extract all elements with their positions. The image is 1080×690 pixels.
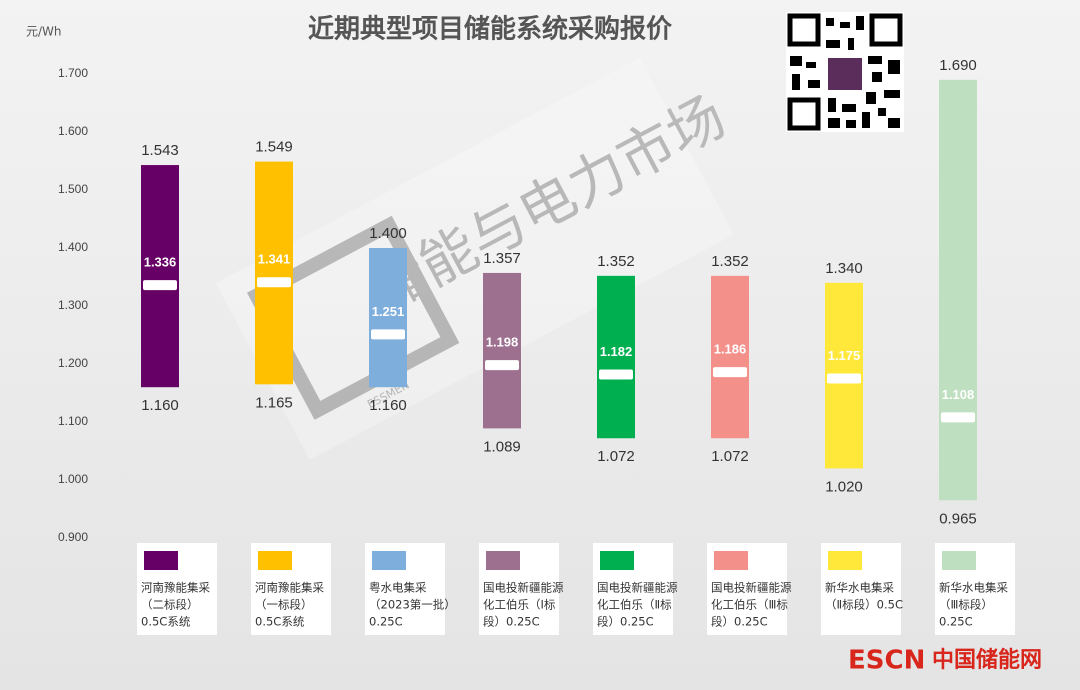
legend-swatch (372, 551, 406, 570)
mean-label: 1.251 (372, 304, 405, 319)
mean-marker (371, 329, 405, 340)
range-bar (483, 272, 521, 429)
range-bar (597, 275, 635, 439)
y-tick-label: 1.300 (58, 298, 88, 312)
category-label: 段）0.25C (597, 615, 654, 629)
range-bar (939, 79, 977, 501)
category-label: （Ⅱ标段）0.5C (825, 598, 903, 612)
qr-code (786, 12, 904, 132)
y-tick-label: 1.500 (58, 182, 88, 196)
high-label: 1.352 (597, 253, 635, 270)
category-label: （Ⅲ标段） (939, 598, 993, 612)
mean-marker (599, 369, 633, 380)
category-label: 段）0.25C (483, 615, 540, 629)
mean-marker (713, 367, 747, 378)
low-label: 1.160 (141, 397, 179, 414)
footer-logo: ESCN 中国储能网 (848, 646, 1042, 676)
low-label: 1.072 (711, 448, 749, 465)
high-label: 1.690 (939, 57, 977, 74)
y-unit: 元/Wh (26, 25, 62, 39)
y-tick-label: 1.400 (58, 240, 88, 254)
mean-label: 1.186 (714, 342, 747, 357)
mean-marker (143, 280, 177, 291)
mean-label: 1.198 (486, 335, 519, 350)
category-label: （一标段） (255, 598, 313, 612)
category-label: （2023第一批） (369, 598, 456, 612)
category-label: 粤水电集采 (369, 581, 427, 595)
category-label: 化工伯乐（Ⅰ标 (483, 598, 555, 612)
high-label: 1.400 (369, 225, 407, 242)
mean-marker (257, 277, 291, 288)
y-tick-label: 1.200 (58, 356, 88, 370)
legend-swatch (486, 551, 520, 570)
legend-swatch (714, 551, 748, 570)
mean-label: 1.108 (942, 387, 975, 402)
category-label: 河南豫能集采 (255, 581, 324, 595)
range-bar (141, 165, 179, 388)
chart-title: 近期典型项目储能系统采购报价 (308, 14, 673, 45)
low-label: 1.072 (597, 448, 635, 465)
legend-swatch (600, 551, 634, 570)
low-label: 1.020 (825, 478, 863, 495)
category-label: 段）0.25C (711, 615, 768, 629)
footer-site: 中国储能网 (932, 647, 1042, 673)
category-label: 河南豫能集采 (141, 581, 210, 595)
watermark-panel (215, 57, 734, 460)
range-bar (369, 248, 407, 388)
footer-brand: ESCN (848, 646, 925, 676)
qr-modules (790, 16, 900, 128)
range-bar (711, 275, 749, 439)
category-label: 0.25C (369, 615, 403, 629)
category-label: 新华水电集采 (825, 581, 894, 595)
mean-label: 1.341 (258, 252, 291, 267)
legend-swatch (258, 551, 292, 570)
high-label: 1.340 (825, 260, 863, 277)
category-label: （二标段） (141, 598, 199, 612)
high-label: 1.543 (141, 142, 179, 159)
qr-finder (787, 97, 821, 131)
category-label: 0.5C系统 (141, 615, 191, 629)
category-label: 化工伯乐（Ⅱ标 (597, 598, 672, 612)
mean-label: 1.182 (600, 344, 633, 359)
y-tick-label: 1.100 (58, 414, 88, 428)
legend-swatch (942, 551, 976, 570)
low-label: 0.965 (939, 510, 977, 527)
qr-finder (787, 13, 821, 47)
category-label: 化工伯乐（Ⅲ标 (711, 598, 788, 612)
mean-marker (485, 360, 519, 371)
mean-label: 1.175 (828, 348, 861, 363)
mean-marker (941, 412, 975, 423)
category-label: 0.25C (939, 615, 973, 629)
high-label: 1.352 (711, 253, 749, 270)
y-tick-label: 1.000 (58, 472, 88, 486)
category-label: 国电投新疆能源 (483, 581, 564, 595)
category-label: 新华水电集采 (939, 581, 1008, 595)
low-label: 1.089 (483, 438, 521, 455)
category-label: 国电投新疆能源 (711, 581, 792, 595)
high-label: 1.549 (255, 139, 293, 156)
range-bar (255, 161, 293, 385)
legend-swatch (828, 551, 862, 570)
mean-label: 1.336 (144, 255, 177, 270)
y-tick-label: 0.900 (58, 530, 88, 544)
low-label: 1.160 (369, 397, 407, 414)
high-label: 1.357 (483, 250, 521, 267)
legend-swatch (144, 551, 178, 570)
qr-finder (869, 13, 903, 47)
category-label: 国电投新疆能源 (597, 581, 678, 595)
low-label: 1.165 (255, 394, 293, 411)
y-tick-label: 1.600 (58, 124, 88, 138)
category-label: 0.5C系统 (255, 615, 305, 629)
qr-logo (828, 58, 862, 90)
mean-marker (827, 373, 861, 384)
y-tick-label: 1.700 (58, 66, 88, 80)
